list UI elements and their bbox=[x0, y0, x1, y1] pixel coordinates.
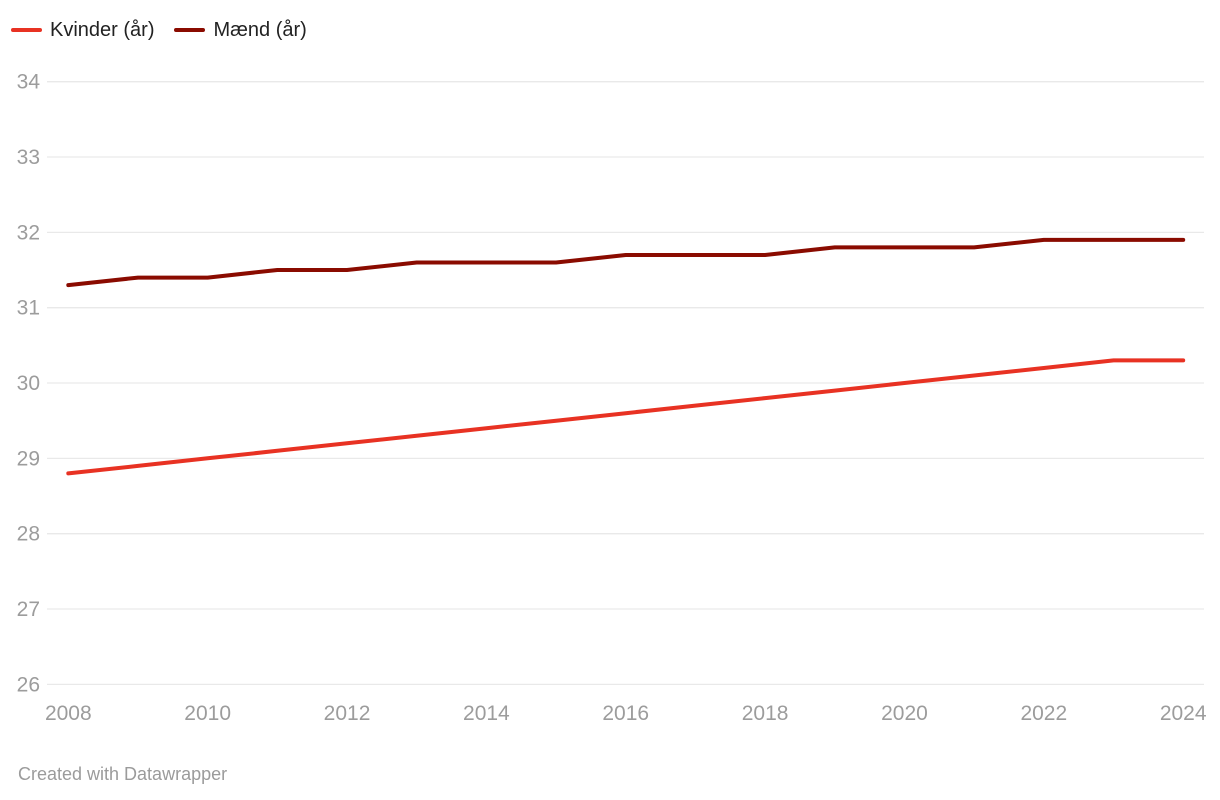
x-tick-label-2008: 2008 bbox=[45, 702, 92, 725]
x-tick-label-2018: 2018 bbox=[742, 702, 789, 725]
x-tick-label-2012: 2012 bbox=[324, 702, 371, 725]
x-tick-label-2022: 2022 bbox=[1020, 702, 1067, 725]
legend-item-kvinder: Kvinder (år) bbox=[11, 18, 154, 42]
y-tick-label-32: 32 bbox=[17, 221, 40, 244]
y-tick-label-33: 33 bbox=[17, 146, 40, 169]
legend-label-kvinder: Kvinder (år) bbox=[50, 19, 155, 41]
series-line-kvinder bbox=[66, 358, 1186, 476]
y-tick-label-28: 28 bbox=[17, 523, 40, 546]
x-tick-label-2024: 2024 bbox=[1160, 702, 1207, 725]
legend-line-swatch-kvinder bbox=[11, 28, 42, 32]
x-tick-label-2010: 2010 bbox=[184, 702, 231, 725]
x-tick-label-2020: 2020 bbox=[881, 702, 928, 725]
x-tick-label-2016: 2016 bbox=[602, 702, 649, 725]
legend-label-maend: Mænd (år) bbox=[213, 19, 307, 41]
y-tick-label-34: 34 bbox=[17, 71, 41, 94]
y-tick-label-27: 27 bbox=[17, 598, 40, 621]
y-tick-label-30: 30 bbox=[17, 372, 40, 395]
series-line-maend bbox=[66, 237, 1186, 288]
y-tick-label-26: 26 bbox=[17, 673, 40, 696]
y-tick-label-29: 29 bbox=[17, 447, 40, 470]
x-tick-label-2014: 2014 bbox=[463, 702, 510, 725]
y-tick-label-31: 31 bbox=[17, 297, 40, 320]
legend: Kvinder (år) Mænd (år) bbox=[11, 18, 307, 42]
datawrapper-credit: Created with Datawrapper bbox=[18, 764, 228, 784]
legend-item-maend: Mænd (år) bbox=[174, 18, 307, 42]
legend-line-swatch-maend bbox=[174, 28, 206, 32]
